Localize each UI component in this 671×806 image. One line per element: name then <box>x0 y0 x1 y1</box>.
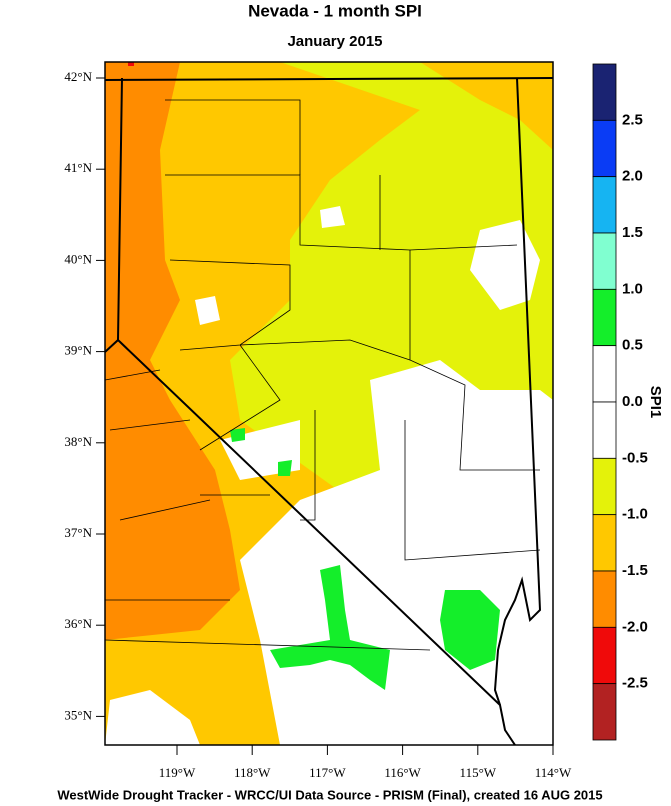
lon-label: 116°W <box>384 765 421 780</box>
lat-label: 37°N <box>64 525 92 540</box>
legend-swatch <box>592 570 617 628</box>
subtitle: January 2015 <box>287 33 382 50</box>
title: Nevada - 1 month SPI <box>248 1 422 20</box>
legend-label: -1.0 <box>622 506 648 523</box>
legend-label: 2.5 <box>622 111 643 128</box>
legend-swatch <box>592 626 617 685</box>
legend-swatch <box>592 176 617 234</box>
lat-label: 38°N <box>64 434 92 449</box>
map-frame <box>104 61 554 746</box>
legend-title: SPI1 <box>647 386 664 419</box>
legend-label: -1.5 <box>622 562 648 579</box>
lat-label: 36°N <box>64 616 92 631</box>
lat-label: 40°N <box>64 251 92 266</box>
legend-label: 1.0 <box>622 280 643 297</box>
lat-label: 39°N <box>64 343 92 358</box>
legend-label: 0.0 <box>622 393 643 410</box>
legend-swatch <box>592 288 617 347</box>
lon-label: 114°W <box>535 765 572 780</box>
lon-label: 115°W <box>460 765 497 780</box>
legend-swatch <box>592 401 617 459</box>
legend-swatch <box>592 232 617 290</box>
footer: WestWide Drought Tracker - WRCC/UI Data … <box>57 787 602 802</box>
legend-swatch <box>592 457 617 516</box>
legend-label: -2.5 <box>622 675 648 692</box>
lat-label: 42°N <box>64 69 92 84</box>
legend-label: 0.5 <box>622 337 643 354</box>
legend-label: -2.0 <box>622 618 648 635</box>
legend-swatch <box>592 63 617 121</box>
legend-swatch <box>592 514 617 572</box>
lon-label: 119°W <box>159 765 196 780</box>
map-field <box>105 62 553 745</box>
legend-label: 2.0 <box>622 168 643 185</box>
lat-label: 35°N <box>64 707 92 722</box>
legend-label: 1.5 <box>622 224 643 241</box>
lon-label: 117°W <box>309 765 346 780</box>
legend-swatch <box>592 683 617 741</box>
lon-label: 118°W <box>234 765 271 780</box>
legend-label: -0.5 <box>622 449 648 466</box>
lat-label: 41°N <box>64 160 92 175</box>
legend-swatch <box>592 119 617 178</box>
legend-swatch <box>592 345 617 403</box>
